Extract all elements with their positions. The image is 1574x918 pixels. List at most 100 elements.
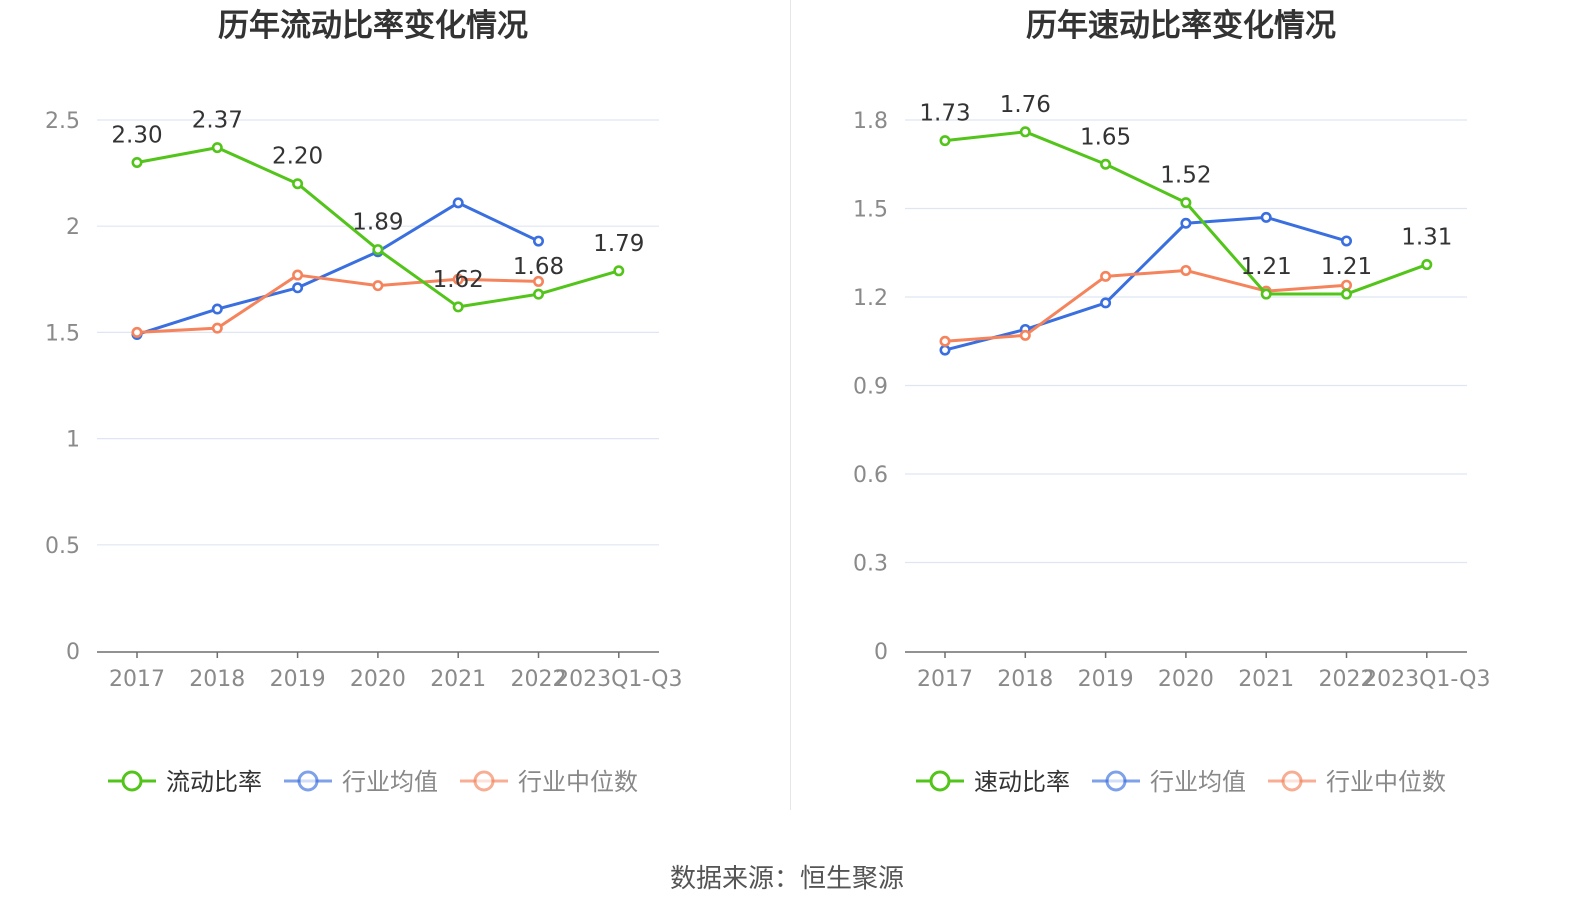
chart-title: 历年流动比率变化情况: [218, 8, 528, 44]
data-point-avg: [532, 235, 544, 247]
legend-marker: [121, 770, 143, 792]
series-line-avg: [944, 215, 1347, 352]
legend-item-avg: 行业均值: [1092, 768, 1246, 796]
data-point-avg: [292, 282, 304, 294]
series-line-median: [136, 273, 539, 334]
y-tick-label: 0: [874, 640, 888, 665]
data-point-avg: [1180, 217, 1192, 229]
data-label: 1.76: [1000, 92, 1051, 118]
data-label: 2.20: [272, 144, 323, 170]
data-point-main: [613, 265, 625, 277]
y-tick-label: 0.5: [45, 534, 80, 559]
legend-marker: [1105, 770, 1127, 792]
x-tick-label: 2018: [997, 667, 1053, 692]
x-tick-label: 2020: [350, 667, 406, 692]
data-label: 1.52: [1160, 163, 1211, 189]
data-label: 1.68: [513, 254, 564, 280]
data-point-main: [1100, 158, 1112, 170]
y-tick-label: 1: [66, 428, 80, 453]
x-tick-label: 2017: [109, 667, 165, 692]
legend-marker: [1281, 770, 1303, 792]
data-point-avg: [211, 303, 223, 315]
data-label: 1.21: [1321, 254, 1372, 280]
legend-item-avg: 行业均值: [284, 768, 438, 796]
data-point-main: [532, 288, 544, 300]
data-point-main: [131, 156, 143, 168]
legend-item-median: 行业中位数: [460, 768, 638, 796]
data-label: 1.65: [1080, 124, 1131, 150]
panel-divider: [790, 0, 791, 810]
data-point-median: [211, 322, 223, 334]
legend-item-main: 流动比率: [108, 768, 262, 796]
data-point-main: [452, 301, 464, 313]
y-tick-label: 0: [66, 640, 80, 665]
data-label: 1.21: [1241, 254, 1292, 280]
y-tick-label: 0.6: [853, 463, 888, 488]
legend-label: 行业中位数: [1326, 768, 1446, 796]
y-tick-label: 0.3: [853, 552, 888, 577]
y-tick-label: 1.5: [853, 198, 888, 223]
data-point-main: [939, 135, 951, 147]
x-tick-label: 2020: [1158, 667, 1214, 692]
legend-label: 流动比率: [166, 768, 262, 796]
legend-item-main: 速动比率: [916, 768, 1070, 796]
data-point-median: [131, 326, 143, 338]
y-tick-label: 1.2: [853, 286, 888, 311]
data-point-main: [211, 142, 223, 154]
chart-panel-2: 历年速动比率变化情况 0 0.3 0.6 0.9 1.2 1.5 1.8 2017 2018 201…: [853, 8, 1490, 796]
data-point-median: [1341, 279, 1353, 291]
data-label: 1.79: [593, 231, 644, 257]
legend-label: 行业中位数: [518, 768, 638, 796]
data-point-main: [1019, 126, 1031, 138]
data-point-median: [532, 275, 544, 287]
data-point-median: [1180, 264, 1192, 276]
data-point-main: [292, 178, 304, 190]
data-point-median: [939, 335, 951, 347]
x-tick-label: 2022: [1319, 667, 1375, 692]
x-tick-label: 2019: [1078, 667, 1134, 692]
y-tick-label: 0.9: [853, 375, 888, 400]
y-tick-label: 1.5: [45, 321, 80, 346]
data-point-avg: [452, 197, 464, 209]
chart-panel-1: 历年流动比率变化情况 0 0.5 1 1.5 2 2.5 2017 2018 2019 2020 20…: [45, 8, 682, 796]
data-point-avg: [1341, 235, 1353, 247]
data-label: 1.73: [919, 101, 970, 127]
data-point-avg: [1260, 211, 1272, 223]
data-point-main: [1180, 197, 1192, 209]
legend-marker: [297, 770, 319, 792]
x-tick-label: 2022: [511, 667, 567, 692]
data-point-main: [372, 244, 384, 256]
legend-item-median: 行业中位数: [1268, 768, 1446, 796]
data-point-median: [1100, 270, 1112, 282]
data-point-median: [1019, 329, 1031, 341]
x-tick-label: 2021: [430, 667, 486, 692]
data-label: 1.89: [352, 210, 403, 236]
x-tick-label: 2023Q1-Q3: [1363, 667, 1490, 692]
legend-marker: [929, 770, 951, 792]
data-point-main: [1260, 288, 1272, 300]
data-point-main: [1421, 259, 1433, 271]
series-line-avg: [136, 201, 540, 336]
legend-label: 行业均值: [1150, 768, 1246, 796]
x-tick-label: 2023Q1-Q3: [555, 667, 682, 692]
data-label: 2.37: [192, 108, 243, 134]
legend-label: 速动比率: [974, 768, 1070, 796]
data-point-median: [372, 280, 384, 292]
data-point-median: [292, 269, 304, 281]
chart-title: 历年速动比率变化情况: [1026, 8, 1336, 44]
data-label: 1.31: [1401, 225, 1452, 251]
data-point-main: [1341, 288, 1353, 300]
data-point-median: [452, 273, 464, 285]
x-tick-label: 2019: [270, 667, 326, 692]
x-tick-label: 2017: [917, 667, 973, 692]
data-label: 2.30: [111, 122, 162, 148]
data-source-note: 数据来源：恒生聚源: [669, 864, 904, 894]
y-tick-label: 2: [66, 215, 80, 240]
legend-label: 行业均值: [342, 768, 438, 796]
x-tick-label: 2018: [189, 667, 245, 692]
data-point-avg: [939, 344, 951, 356]
legend-marker: [473, 770, 495, 792]
data-point-avg: [1100, 297, 1112, 309]
y-tick-label: 2.5: [45, 109, 80, 134]
